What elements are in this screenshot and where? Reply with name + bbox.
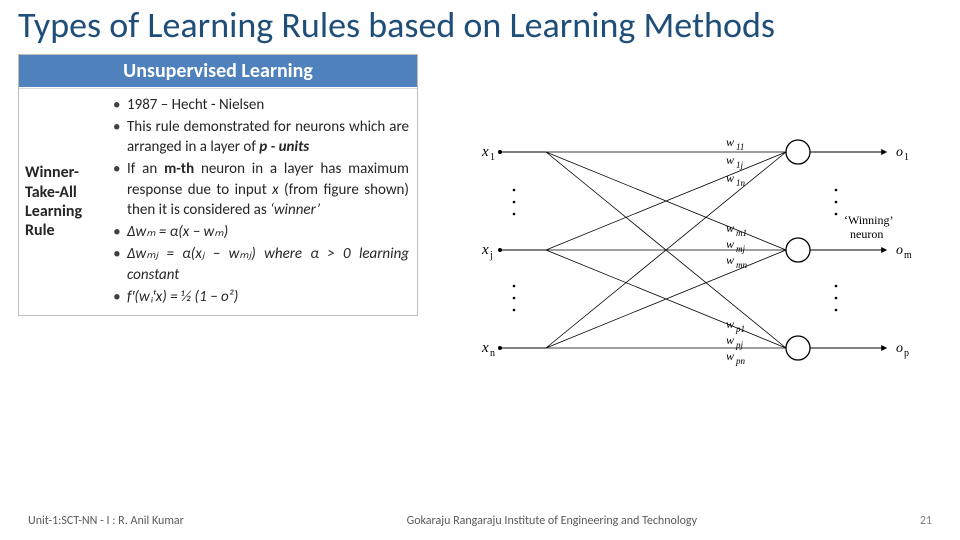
input-layer: x1 xj xn — [481, 144, 546, 359]
svg-text:1: 1 — [904, 152, 909, 163]
svg-text:1: 1 — [490, 152, 495, 163]
svg-text:o: o — [896, 341, 903, 356]
svg-text:pn: pn — [735, 356, 746, 366]
rule-description: 1987 – Hecht - Nielsen This rule demonst… — [109, 89, 417, 316]
bullet-item: 1987 – Hecht - Nielsen — [113, 95, 409, 115]
svg-text:o: o — [896, 243, 903, 258]
page-number: 21 — [920, 514, 932, 528]
diagram-svg: x1 xj xn — [466, 120, 936, 380]
bullet-item: f′(wᵢᵗx) = ½ (1 − o²) — [113, 287, 409, 307]
bullet-list: 1987 – Hecht - Nielsen This rule demonst… — [113, 95, 409, 308]
network-diagram: x1 xj xn — [466, 120, 936, 380]
footer-left: Unit-1:SCT-NN - I : R. Anil Kumar — [28, 514, 184, 528]
svg-text:p1: p1 — [735, 324, 745, 334]
rule-name-label: Winner-Take-All Learning Rule — [19, 89, 109, 316]
svg-text:1n: 1n — [736, 178, 746, 188]
table-row: Winner-Take-All Learning Rule 1987 – Hec… — [19, 88, 417, 316]
svg-text:w: w — [726, 221, 734, 235]
table-header: Unsupervised Learning — [19, 55, 417, 88]
svg-text:w: w — [726, 153, 734, 167]
bullet-item: Δwₘⱼ = α(xⱼ − wₘⱼ) where α > 0 learning … — [113, 244, 409, 285]
svg-text:p: p — [904, 348, 909, 359]
svg-text:w: w — [726, 171, 734, 185]
winning-neuron-label: ‘Winning’ — [844, 213, 894, 227]
edges — [546, 152, 786, 348]
slide-title: Types of Learning Rules based on Learnin… — [18, 6, 942, 46]
weight-labels: w11 w1j w1n wm1 wmj wmn wp1 wpj wpn — [726, 135, 747, 366]
svg-text:w: w — [726, 317, 734, 331]
svg-text:o: o — [896, 145, 903, 160]
bullet-item: This rule demonstrated for neurons which… — [113, 117, 409, 158]
svg-text:11: 11 — [736, 142, 744, 152]
svg-text:mj: mj — [736, 244, 745, 254]
winning-neuron-label-2: neuron — [850, 227, 883, 241]
bullet-item: If an m-th neuron in a layer has maximum… — [113, 159, 409, 220]
svg-text:w: w — [726, 135, 734, 149]
svg-text:m1: m1 — [736, 228, 747, 238]
slide: Types of Learning Rules based on Learnin… — [0, 0, 960, 540]
svg-text:mn: mn — [736, 260, 747, 270]
svg-text:m: m — [904, 250, 912, 261]
svg-text:x: x — [481, 144, 489, 160]
content-table: Unsupervised Learning Winner-Take-All Le… — [18, 54, 418, 317]
svg-text:w: w — [726, 349, 734, 363]
output-layer: o1 om op — [786, 140, 912, 360]
bullet-item: Δwₘ = α(x − wₘ) — [113, 222, 409, 242]
svg-text:n: n — [490, 348, 495, 359]
svg-text:w: w — [726, 253, 734, 267]
svg-text:w: w — [726, 237, 734, 251]
svg-text:x: x — [481, 340, 489, 356]
footer-center: Gokaraju Rangaraju Institute of Engineer… — [184, 514, 920, 528]
slide-footer: Unit-1:SCT-NN - I : R. Anil Kumar Gokara… — [0, 514, 960, 528]
svg-text:1j: 1j — [736, 160, 744, 170]
svg-text:pj: pj — [735, 340, 744, 350]
svg-text:x: x — [481, 242, 489, 258]
svg-text:j: j — [489, 250, 493, 261]
svg-text:w: w — [726, 333, 734, 347]
